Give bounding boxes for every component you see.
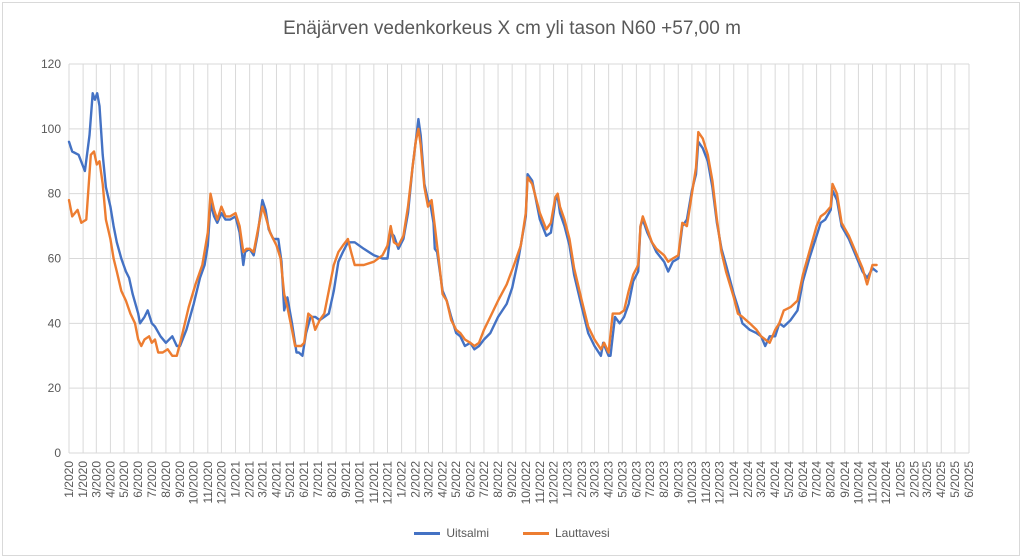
y-tick-label: 80	[48, 187, 62, 201]
x-tick-label: 5/2020	[117, 461, 131, 498]
x-tick-label: 10/2023	[685, 461, 699, 505]
x-tick-label: 8/2024	[824, 461, 838, 498]
x-tick-label: 9/2023	[671, 461, 685, 498]
x-tick-label: 12/2022	[547, 461, 561, 505]
legend-swatch-lauttavesi	[522, 531, 549, 535]
y-tick-label: 0	[54, 446, 61, 460]
x-tick-label: 3/2020	[89, 461, 103, 498]
x-tick-label: 4/2025	[934, 461, 948, 498]
x-tick-label: 11/2022	[533, 461, 547, 504]
x-tick-label: 2/2024	[741, 461, 755, 498]
series-line-lauttavesi	[67, 127, 878, 357]
x-tick-label: 11/2023	[699, 461, 713, 504]
x-tick-label: 4/2020	[103, 461, 117, 498]
x-tick-label: 12/2023	[713, 461, 727, 505]
x-tick-label: 10/2021	[353, 461, 367, 505]
x-tick-label: 3/2021	[255, 461, 269, 498]
legend-item-lauttavesi: Lauttavesi	[522, 526, 610, 540]
x-tick-label: 5/2021	[283, 461, 297, 498]
x-tick-label: 6/2024	[796, 461, 810, 498]
x-tick-label: 6/2020	[131, 461, 145, 498]
x-tick-label: 8/2022	[491, 461, 505, 498]
x-tick-label: 8/2021	[325, 461, 339, 498]
x-tick-label: 11/2020	[201, 461, 215, 504]
x-tick-label: 7/2022	[477, 461, 491, 498]
x-tick-label: 2/2022	[409, 461, 423, 498]
x-tick-label: 2/2023	[575, 461, 589, 498]
x-tick-label: 8/2020	[159, 461, 173, 498]
x-tick-label: 9/2020	[173, 461, 187, 498]
x-tick-label: 11/2024	[866, 461, 880, 504]
x-tick-label: 10/2024	[851, 461, 865, 505]
x-tick-label: 12/2021	[381, 461, 395, 505]
legend-label-uitsalmi: Uitsalmi	[446, 526, 489, 540]
y-tick-label: 120	[41, 57, 61, 71]
legend-label-lauttavesi: Lauttavesi	[554, 526, 610, 540]
x-tick-label: 5/2025	[948, 461, 962, 498]
legend-item-uitsalmi: Uitsalmi	[414, 526, 489, 540]
x-tick-label: 4/2023	[602, 461, 616, 498]
x-tick-label: 1/2024	[727, 461, 741, 498]
y-tick-label: 40	[48, 316, 62, 330]
x-tick-label: 9/2021	[339, 461, 353, 498]
x-tick-label: 12/2020	[214, 461, 228, 505]
y-tick-label: 100	[41, 122, 61, 136]
x-tick-label: 7/2020	[145, 461, 159, 498]
x-tick-label: 11/2021	[367, 461, 381, 504]
x-tick-label: 7/2021	[311, 461, 325, 498]
x-tick-label: 5/2023	[615, 461, 629, 498]
x-tick-label: 4/2022	[436, 461, 450, 498]
x-tick-label: 9/2022	[505, 461, 519, 498]
x-tick-label: 3/2023	[588, 461, 602, 498]
x-tick-label: 12/2024	[879, 461, 893, 505]
x-tick-label: 10/2020	[187, 461, 201, 505]
x-tick-label: 2/2025	[907, 461, 921, 498]
x-tick-label: 5/2024	[782, 461, 796, 498]
x-tick-label: 7/2024	[810, 461, 824, 498]
x-tick-label: 6/2025	[962, 461, 976, 498]
legend-swatch-uitsalmi	[414, 531, 441, 535]
x-tick-label: 3/2024	[754, 461, 768, 498]
x-tick-label: 10/2022	[519, 461, 533, 505]
x-tick-label: 6/2021	[297, 461, 311, 498]
chart-title: Enäjärven vedenkorkeus X cm yli tason N6…	[283, 18, 741, 39]
x-tick-label: 3/2025	[920, 461, 934, 498]
x-tick-label: 1/2023	[561, 461, 575, 498]
x-tick-label: 4/2021	[269, 461, 283, 498]
x-tick-label: 1/2021	[229, 461, 243, 498]
x-tick-label: 3/2022	[421, 461, 435, 498]
x-tick-label: 9/2024	[838, 461, 852, 498]
y-tick-label: 20	[48, 381, 62, 395]
series-line-uitsalmi	[67, 91, 878, 357]
x-tick-label: 7/2023	[643, 461, 657, 498]
x-tick-label: 2/2021	[243, 461, 257, 498]
x-tick-label: 6/2023	[629, 461, 643, 498]
legend: Uitsalmi Lauttavesi	[0, 526, 1024, 540]
x-tick-label: 1/2022	[395, 461, 409, 498]
y-tick-label: 60	[48, 252, 62, 266]
x-tick-label: 1/2025	[893, 461, 907, 498]
x-tick-label: 6/2022	[463, 461, 477, 498]
x-tick-label: 1/2020	[76, 461, 90, 498]
x-tick-label: 8/2023	[657, 461, 671, 498]
x-tick-label: 4/2024	[768, 461, 782, 498]
x-tick-label: 5/2022	[449, 461, 463, 498]
x-tick-label: 1/2020	[62, 461, 76, 498]
